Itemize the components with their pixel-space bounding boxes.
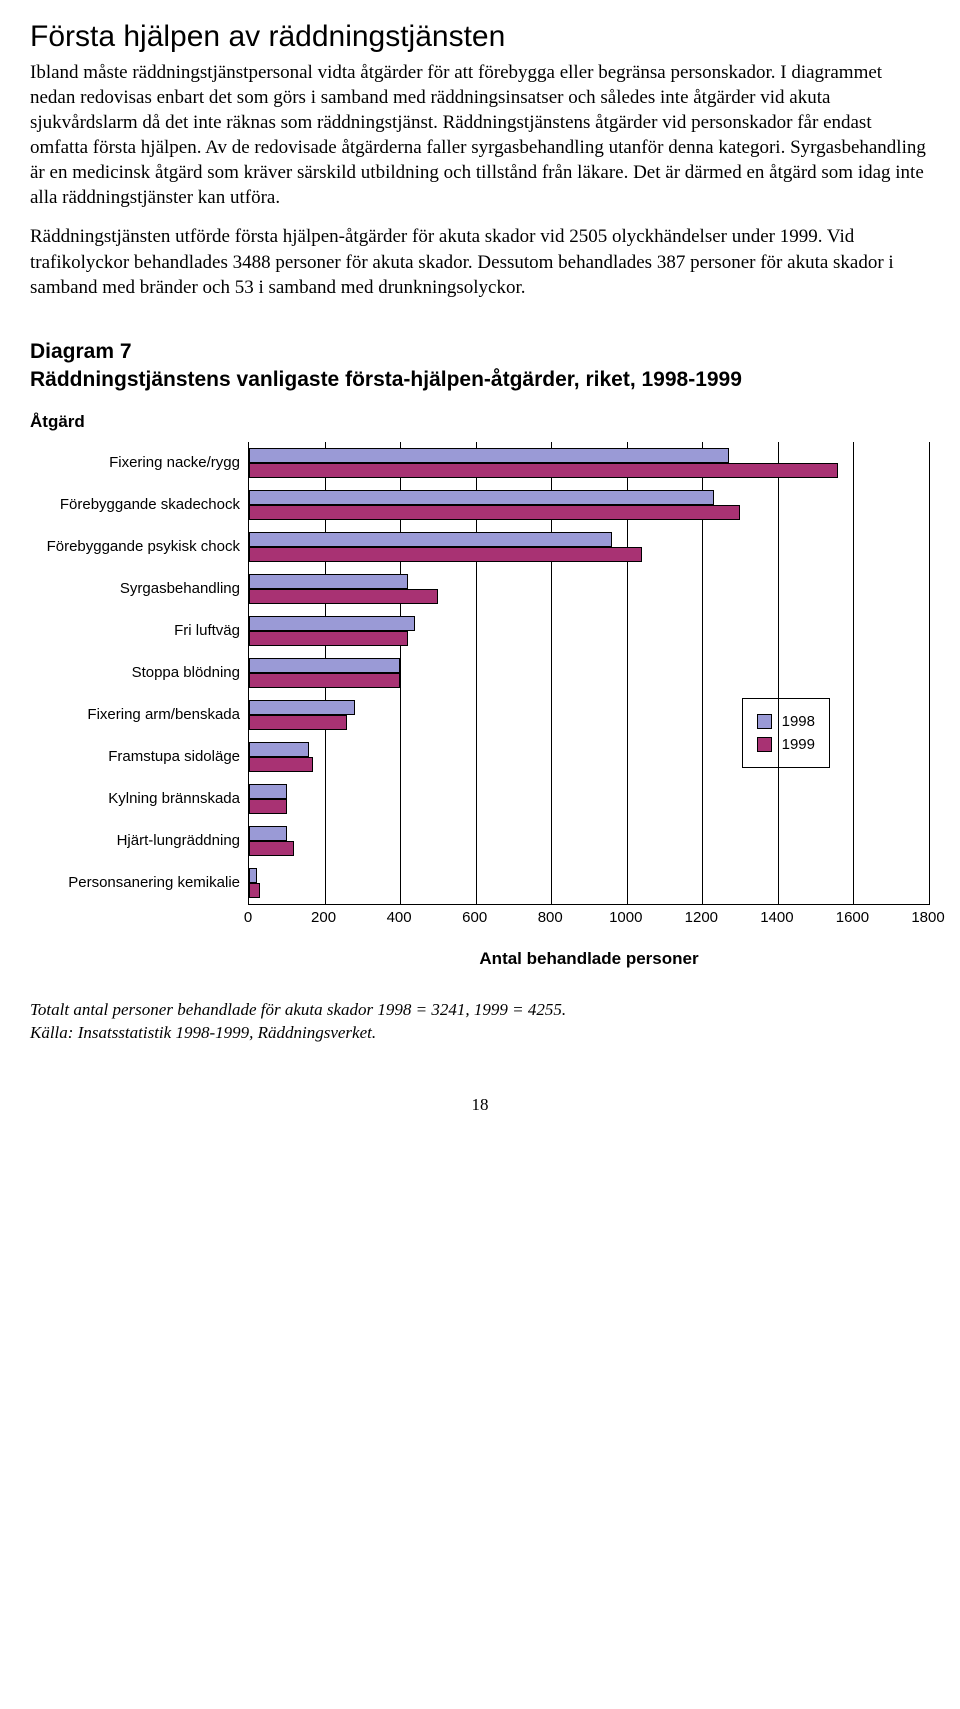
bar [249,868,257,883]
bar [249,463,838,478]
y-category-label: Förebyggande skadechock [30,484,240,526]
y-category-label: Förebyggande psykisk chock [30,526,240,568]
y-axis-title: Åtgärd [30,412,930,432]
bar [249,532,612,547]
bar-group [249,652,930,694]
x-tick-label: 1600 [836,909,869,926]
bar-group [249,610,930,652]
chart-plot-area: 19981999 [248,442,930,905]
bar-group [249,484,930,526]
y-category-label: Hjärt-lungräddning [30,820,240,862]
paragraph-1: Ibland måste räddningstjänstpersonal vid… [30,60,930,210]
bar [249,799,287,814]
bar-group [249,694,930,736]
bar-group [249,736,930,778]
footnote-line1: Totalt antal personer behandlade för aku… [30,1000,566,1019]
y-category-label: Fixering arm/benskada [30,694,240,736]
y-category-label: Kylning brännskada [30,778,240,820]
x-tick-label: 800 [538,909,563,926]
x-axis-title: Antal behandlade personer [248,949,930,969]
bar [249,574,408,589]
bar [249,505,740,520]
x-tick-label: 0 [244,909,252,926]
bar [249,742,309,757]
bar [249,658,400,673]
footnote-line2: Källa: Insatsstatistik 1998-1999, Räddni… [30,1023,376,1042]
x-tick-label: 1800 [911,909,944,926]
bar [249,547,642,562]
x-tick-label: 1000 [609,909,642,926]
paragraph-2: Räddningstjänsten utförde första hjälpen… [30,224,930,299]
x-tick-label: 1400 [760,909,793,926]
bar [249,715,347,730]
chart-footnote: Totalt antal personer behandlade för aku… [30,999,930,1045]
bar [249,883,260,898]
bar [249,700,355,715]
x-tick-label: 200 [311,909,336,926]
bar [249,448,729,463]
y-category-label: Framstupa sidoläge [30,736,240,778]
chart-title-line2: Räddningstjänstens vanligaste första-hjä… [30,368,930,392]
x-tick-label: 1200 [685,909,718,926]
y-category-label: Fri luftväg [30,610,240,652]
bar [249,673,400,688]
x-tick-label: 600 [462,909,487,926]
x-axis-ticks: 020040060080010001200140016001800 [248,905,928,929]
y-category-label: Syrgasbehandling [30,568,240,610]
bar [249,757,313,772]
bar-group [249,442,930,484]
y-category-label: Stoppa blödning [30,652,240,694]
chart-title-line1: Diagram 7 [30,340,930,364]
bar [249,841,294,856]
bar-group [249,862,930,904]
bar [249,490,714,505]
bar-group [249,820,930,862]
bar [249,631,408,646]
bar [249,589,438,604]
bar-group [249,526,930,568]
bar-group [249,568,930,610]
y-category-label: Fixering nacke/rygg [30,442,240,484]
bar [249,616,415,631]
y-category-label: Personsanering kemikalie [30,862,240,904]
page-heading: Första hjälpen av räddningstjänsten [30,20,930,54]
x-tick-label: 400 [387,909,412,926]
page-number: 18 [30,1095,930,1115]
chart-container: Åtgärd Fixering nacke/ryggFörebyggande s… [30,412,930,969]
bar-group [249,778,930,820]
bar [249,784,287,799]
bar [249,826,287,841]
y-axis-labels: Fixering nacke/ryggFörebyggande skadecho… [30,442,248,905]
